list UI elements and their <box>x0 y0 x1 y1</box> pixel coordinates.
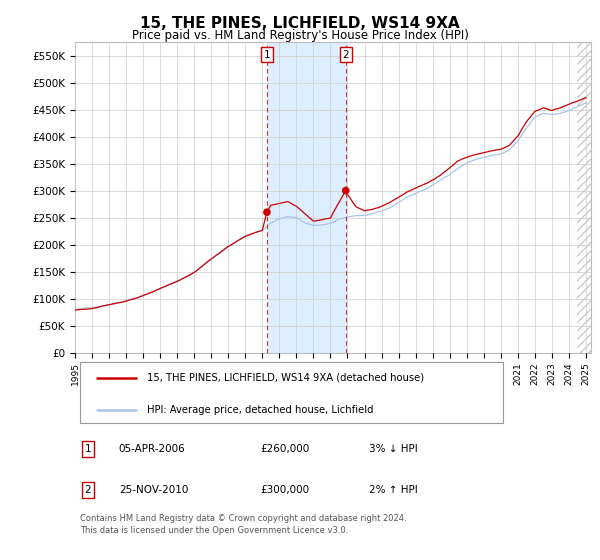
Text: 3% ↓ HPI: 3% ↓ HPI <box>369 444 418 454</box>
Text: 1: 1 <box>85 444 91 454</box>
Bar <box>577 42 595 353</box>
FancyBboxPatch shape <box>80 362 503 423</box>
Text: 05-APR-2006: 05-APR-2006 <box>119 444 185 454</box>
Text: £300,000: £300,000 <box>261 485 310 495</box>
Bar <box>267 42 346 353</box>
Text: 25-NOV-2010: 25-NOV-2010 <box>119 485 188 495</box>
Point <box>341 186 350 195</box>
Point <box>262 208 272 217</box>
Text: Price paid vs. HM Land Registry's House Price Index (HPI): Price paid vs. HM Land Registry's House … <box>131 29 469 42</box>
Text: 15, THE PINES, LICHFIELD, WS14 9XA (detached house): 15, THE PINES, LICHFIELD, WS14 9XA (deta… <box>147 373 424 382</box>
Text: 2% ↑ HPI: 2% ↑ HPI <box>369 485 418 495</box>
Text: Contains HM Land Registry data © Crown copyright and database right 2024.
This d: Contains HM Land Registry data © Crown c… <box>80 514 407 535</box>
Text: 15, THE PINES, LICHFIELD, WS14 9XA: 15, THE PINES, LICHFIELD, WS14 9XA <box>140 16 460 31</box>
Text: 2: 2 <box>343 50 349 60</box>
Text: 2: 2 <box>85 485 91 495</box>
Bar <box>577 42 595 353</box>
Text: 1: 1 <box>263 50 270 60</box>
Text: HPI: Average price, detached house, Lichfield: HPI: Average price, detached house, Lich… <box>147 404 374 414</box>
Text: £260,000: £260,000 <box>261 444 310 454</box>
